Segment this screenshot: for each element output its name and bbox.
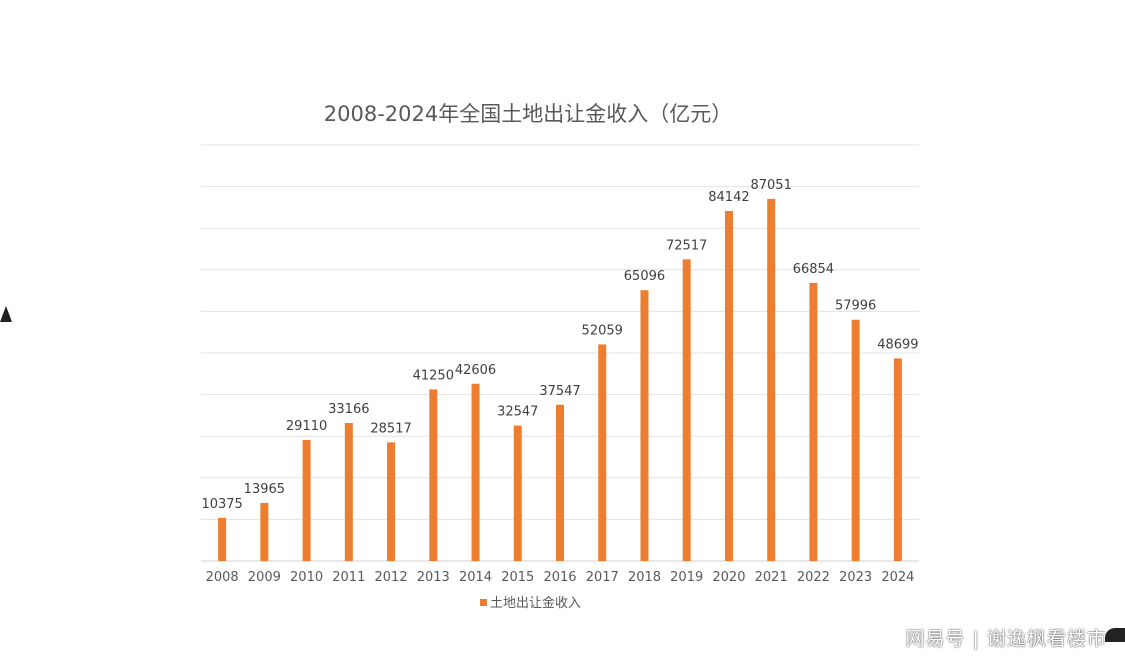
bar-2014 bbox=[471, 383, 480, 561]
x-tick-label-2008: 2008 bbox=[206, 570, 239, 585]
bar-2008 bbox=[218, 517, 227, 561]
data-label-2023: 57996 bbox=[835, 299, 876, 314]
data-label-2009: 13965 bbox=[244, 482, 285, 497]
data-label-2015: 32547 bbox=[497, 405, 538, 420]
legend-label: 土地出让金收入 bbox=[490, 595, 581, 611]
data-label-2008: 10375 bbox=[201, 497, 242, 512]
x-tick-label-2019: 2019 bbox=[670, 570, 703, 585]
data-label-2010: 29110 bbox=[286, 419, 327, 434]
bar-2016 bbox=[556, 404, 564, 561]
bar-2015 bbox=[513, 425, 522, 561]
data-label-2019: 72517 bbox=[666, 238, 707, 253]
x-tick-label-2022: 2022 bbox=[797, 570, 830, 585]
legend: 土地出让金收入 bbox=[480, 595, 581, 611]
x-tick-label-2015: 2015 bbox=[501, 570, 534, 585]
bar-2018 bbox=[640, 290, 649, 561]
x-tick-label-2021: 2021 bbox=[755, 570, 788, 585]
watermark: 网易号 | 谢逸枫看楼市 bbox=[905, 628, 1107, 650]
data-label-2016: 37547 bbox=[539, 384, 580, 399]
edge-marker bbox=[0, 306, 12, 322]
x-tick-label-2009: 2009 bbox=[248, 570, 281, 585]
data-label-2018: 65096 bbox=[624, 269, 665, 284]
x-tick-label-2017: 2017 bbox=[586, 570, 619, 585]
x-tick-label-2024: 2024 bbox=[881, 570, 914, 585]
edge-marker bbox=[1105, 628, 1125, 642]
data-label-2021: 87051 bbox=[750, 178, 791, 193]
bars bbox=[218, 198, 902, 561]
data-label-2020: 84142 bbox=[708, 190, 749, 205]
bar-2010 bbox=[302, 439, 311, 561]
x-tick-label-2012: 2012 bbox=[375, 570, 408, 585]
data-label-2024: 48699 bbox=[877, 337, 918, 352]
bar-2024 bbox=[893, 358, 902, 561]
x-tick-label-2010: 2010 bbox=[290, 570, 323, 585]
data-label-2012: 28517 bbox=[370, 421, 411, 436]
data-label-2017: 52059 bbox=[582, 323, 623, 338]
bar-2009 bbox=[260, 502, 269, 561]
bar-2019 bbox=[682, 259, 691, 561]
bar-2021 bbox=[767, 198, 776, 561]
legend-swatch bbox=[480, 599, 487, 606]
bar-2011 bbox=[344, 423, 353, 561]
bar-2022 bbox=[809, 282, 818, 561]
data-label-2022: 66854 bbox=[793, 262, 834, 277]
chart-title: 2008-2024年全国土地出让金收入（亿元） bbox=[324, 102, 732, 126]
x-tick-label-2018: 2018 bbox=[628, 570, 661, 585]
bar-2023 bbox=[851, 319, 860, 561]
gridlines bbox=[201, 144, 919, 562]
data-label-2014: 42606 bbox=[455, 363, 496, 378]
bar-2020 bbox=[724, 210, 733, 561]
bar-2013 bbox=[429, 389, 438, 561]
x-tick-label-2013: 2013 bbox=[417, 570, 450, 585]
bar-2012 bbox=[387, 442, 396, 561]
data-label-2011: 33166 bbox=[328, 402, 369, 417]
x-tick-label-2020: 2020 bbox=[712, 570, 745, 585]
bar-2017 bbox=[598, 344, 607, 561]
x-tick-label-2014: 2014 bbox=[459, 570, 492, 585]
x-tick-label-2011: 2011 bbox=[332, 570, 365, 585]
x-tick-label-2016: 2016 bbox=[543, 570, 576, 585]
x-tick-label-2023: 2023 bbox=[839, 570, 872, 585]
data-label-2013: 41250 bbox=[413, 368, 454, 383]
x-axis-ticks: 2008 2009 2010 2011 2012 2013 2014 2015 2016 2017… bbox=[206, 570, 915, 585]
